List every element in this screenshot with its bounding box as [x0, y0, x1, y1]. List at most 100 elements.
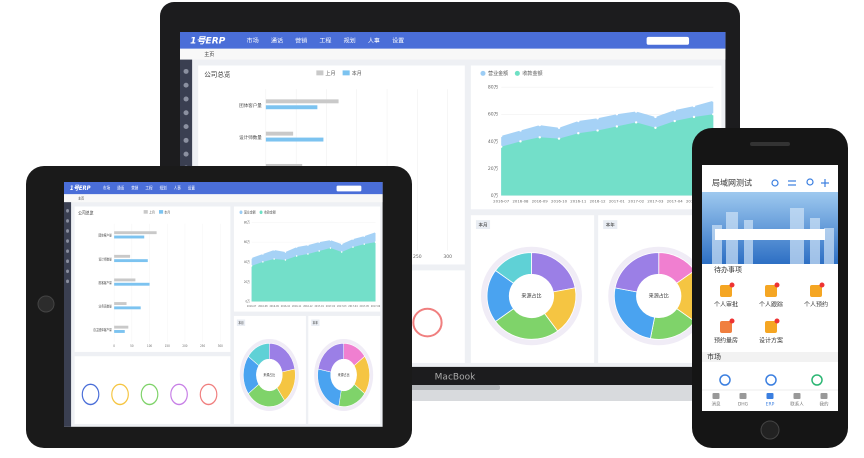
- point: [341, 251, 343, 253]
- bar: [265, 105, 318, 110]
- point: [577, 119, 580, 123]
- category-label: 设计师数量: [99, 256, 112, 261]
- legend-dot: [259, 210, 263, 215]
- nav-icon[interactable]: [712, 393, 720, 399]
- sidebar-icon[interactable]: [183, 96, 189, 102]
- x-tick-label: 2016-10: [281, 304, 291, 308]
- point: [557, 137, 561, 140]
- nav-menu[interactable]: 工程: [145, 185, 152, 190]
- nav-menu[interactable]: 人事: [174, 185, 181, 190]
- bar: [265, 137, 324, 142]
- item-icon[interactable]: [765, 321, 777, 333]
- bar: [114, 282, 150, 286]
- y-tick-label: 0万: [491, 193, 499, 199]
- donut-tab[interactable]: 本年: [313, 320, 318, 325]
- overview-panel: [74, 206, 231, 352]
- item-icon[interactable]: [765, 285, 777, 297]
- nav-label[interactable]: 消息: [712, 401, 721, 408]
- market-icon[interactable]: [765, 374, 777, 386]
- nav-menu[interactable]: 规划: [344, 36, 356, 44]
- nav-icon[interactable]: [820, 393, 828, 399]
- nav-search[interactable]: [646, 36, 690, 45]
- phone-todo: 待办事项: [714, 265, 742, 274]
- nav-icon[interactable]: [739, 393, 747, 399]
- nav-label[interactable]: 联系人: [790, 401, 804, 408]
- donut-tab[interactable]: 本月: [238, 320, 243, 325]
- nav-search[interactable]: [336, 185, 362, 192]
- bar: [114, 231, 157, 235]
- nav-menu[interactable]: 设置: [188, 185, 195, 190]
- x-tick-label: 2017-05: [360, 304, 370, 308]
- sidebar-icon[interactable]: [183, 82, 189, 88]
- nav-label[interactable]: DHG: [738, 402, 749, 408]
- sidebar-icon[interactable]: [66, 209, 70, 213]
- x-tick-label: 2017-02: [628, 198, 645, 203]
- nav-icon[interactable]: [766, 393, 774, 399]
- sidebar-icon[interactable]: [183, 110, 189, 116]
- item-label[interactable]: 预约量房: [714, 337, 738, 345]
- donut-title: 来源占比: [521, 293, 541, 300]
- x-tick-label: 100: [147, 344, 152, 348]
- summary-panel: [74, 356, 231, 424]
- market-icon[interactable]: [719, 374, 731, 386]
- item-badge: [729, 282, 735, 288]
- nav-label[interactable]: 我的: [820, 401, 829, 408]
- y-tick-label: 40万: [488, 139, 499, 145]
- sidebar-icon[interactable]: [66, 229, 70, 233]
- sidebar-icon[interactable]: [66, 269, 70, 274]
- x-tick-label: 250: [413, 254, 422, 260]
- item-badge: [774, 318, 780, 324]
- category-label: 设计师数量: [239, 134, 262, 141]
- x-tick-label: 200: [182, 344, 187, 348]
- nav-icon[interactable]: [793, 393, 801, 399]
- nav-label[interactable]: ERP: [766, 402, 775, 408]
- item-icon[interactable]: [720, 285, 732, 297]
- nav-menu[interactable]: 市场: [247, 36, 259, 44]
- item-icon[interactable]: [720, 321, 732, 333]
- item-label[interactable]: 个人审批: [714, 301, 738, 309]
- donut-hole: [330, 359, 357, 391]
- logo: 1号ERP: [70, 185, 91, 193]
- sidebar-icon[interactable]: [66, 219, 70, 223]
- sidebar-icon[interactable]: [66, 279, 70, 284]
- nav-menu[interactable]: 通话: [117, 185, 124, 190]
- phone-search[interactable]: [715, 229, 825, 240]
- item-icon[interactable]: [810, 285, 822, 297]
- sidebar-icon[interactable]: [66, 249, 70, 253]
- x-tick-label: 2016-08: [512, 198, 529, 203]
- phone-home: [760, 420, 780, 440]
- point: [557, 126, 561, 129]
- sidebar-icon[interactable]: [183, 151, 189, 157]
- sidebar-icon[interactable]: [183, 68, 189, 74]
- nav-menu[interactable]: 营销: [295, 36, 307, 44]
- nav-menu[interactable]: 营销: [131, 185, 138, 190]
- market-icon[interactable]: [811, 374, 823, 386]
- sidebar-icon[interactable]: [183, 124, 189, 130]
- tab-bar: [64, 194, 383, 203]
- nav-menu[interactable]: 通话: [271, 36, 283, 44]
- legend-label: 本月: [352, 70, 362, 77]
- nav-menu[interactable]: 规划: [160, 185, 167, 190]
- nav-menu[interactable]: 市场: [103, 185, 110, 190]
- donut-title: 来源占比: [649, 293, 669, 300]
- point: [499, 134, 503, 138]
- sidebar-icon[interactable]: [183, 137, 189, 143]
- donut-tab[interactable]: 本月: [478, 222, 487, 229]
- item-badge: [729, 318, 735, 324]
- category-label: 自主团体客户量: [93, 327, 112, 332]
- point: [307, 244, 309, 246]
- donut-tab[interactable]: 本年: [606, 222, 616, 229]
- item-label[interactable]: 个人跟踪: [759, 301, 783, 309]
- bar: [114, 306, 141, 310]
- category-label: 散客客户量: [99, 280, 112, 285]
- sidebar-icon[interactable]: [66, 259, 70, 263]
- nav-menu[interactable]: 人事: [368, 36, 380, 44]
- nav-menu[interactable]: 设置: [392, 36, 404, 44]
- tab[interactable]: 主页: [78, 195, 85, 200]
- item-label[interactable]: 设计方案: [759, 337, 783, 345]
- point: [250, 257, 253, 259]
- tab[interactable]: 主页: [204, 51, 214, 58]
- item-label[interactable]: 个人预约: [804, 301, 828, 309]
- sidebar-icon[interactable]: [66, 239, 70, 243]
- nav-menu[interactable]: 工程: [319, 36, 331, 44]
